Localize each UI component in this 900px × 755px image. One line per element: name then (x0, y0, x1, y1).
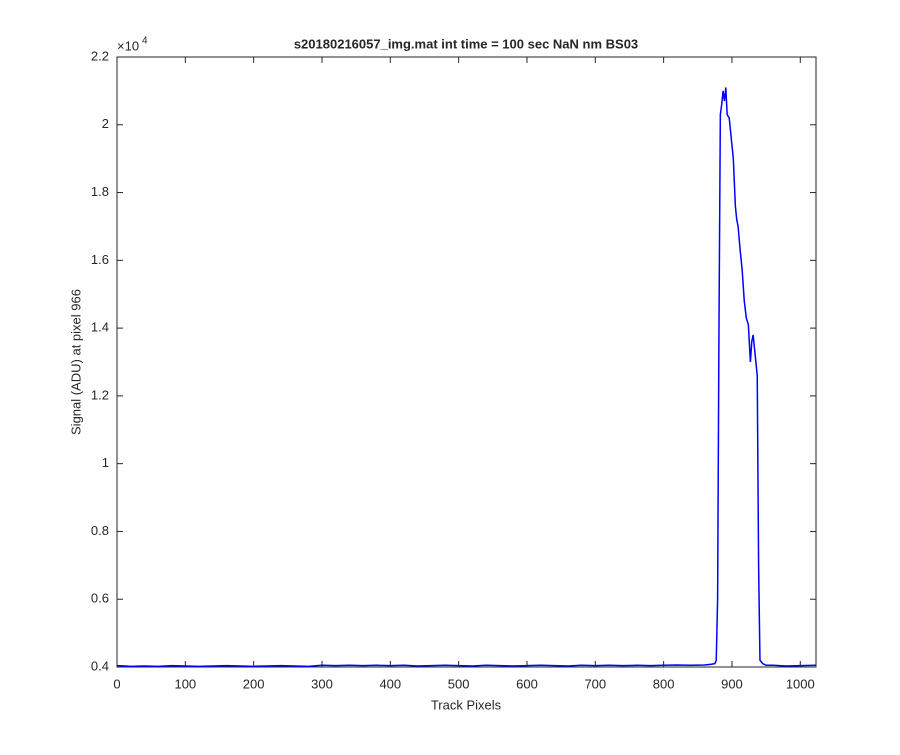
chart-title: s20180216057_img.mat int time = 100 sec … (294, 36, 638, 51)
y-axis-label: Signal (ADU) at pixel 966 (68, 289, 83, 435)
y-tick-label: 1 (102, 455, 109, 470)
x-tick-label: 200 (243, 676, 265, 691)
x-tick-label: 800 (653, 676, 675, 691)
data-line (116, 87, 817, 668)
x-tick-label: 500 (448, 676, 470, 691)
x-tick-label: 0 (113, 676, 120, 691)
x-tick-label: 100 (174, 676, 196, 691)
x-tick-label: 300 (311, 676, 333, 691)
y-tick-label: 1.4 (91, 320, 109, 335)
x-tick-label: 600 (516, 676, 538, 691)
y-tick-label: 0.4 (91, 658, 109, 673)
x-tick-label: 1000 (786, 676, 815, 691)
y-exponent-power: 4 (142, 36, 148, 47)
x-tick-label: 700 (584, 676, 606, 691)
x-tick-label: 400 (379, 676, 401, 691)
y-tick-label: 0.6 (91, 591, 109, 606)
y-tick-label: 2 (102, 116, 109, 131)
y-tick-label: 1.8 (91, 184, 109, 199)
y-tick-label: 0.8 (91, 523, 109, 538)
y-tick-label: 1.2 (91, 387, 109, 402)
x-axis-label: Track Pixels (431, 697, 502, 712)
y-tick-label: 1.6 (91, 252, 109, 267)
x-tick-label: 900 (721, 676, 743, 691)
y-exponent-base: ×10 (117, 38, 139, 53)
y-tick-label: 2.2 (91, 48, 109, 63)
plot-box (116, 56, 817, 668)
